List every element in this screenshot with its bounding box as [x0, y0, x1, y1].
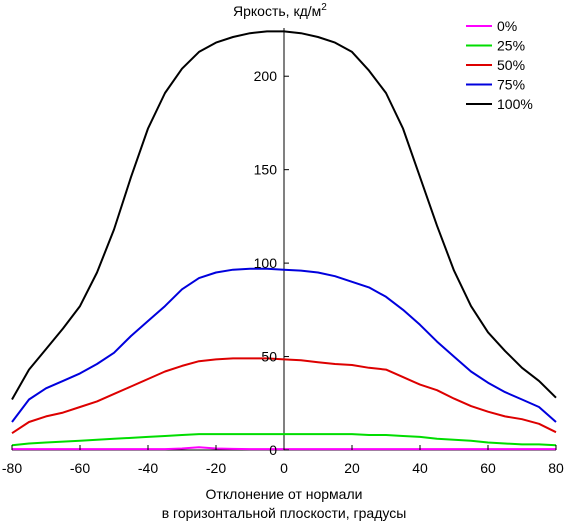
series-line-50pct: [11, 357, 557, 435]
legend-label: 25%: [497, 38, 525, 54]
x-tick-label: 80: [548, 460, 564, 476]
y-tick-label: 150: [254, 162, 278, 178]
y-tick-label: 200: [254, 68, 278, 84]
x-axis-title-line1: Отклонение от нормали: [206, 486, 363, 502]
x-tick-label: 20: [344, 460, 360, 476]
x-tick-label: 40: [412, 460, 428, 476]
y-axis-ticks: 0 50 100 150 200: [254, 68, 289, 458]
series-line-100pct: [11, 30, 557, 400]
x-axis-title-line2: в горизонтальной плоскости, градусы: [162, 505, 407, 521]
series-line-75pct: [11, 267, 557, 423]
legend-label: 100%: [497, 96, 533, 112]
x-tick-label: 60: [480, 460, 496, 476]
y-tick-label: 50: [261, 349, 277, 365]
x-axis-ticks: -80 -60 -40 -20 0 20 40 60 80: [2, 445, 564, 476]
legend: 0% 25% 50% 75% 100%: [466, 18, 533, 112]
plot-area: [11, 28, 557, 451]
series-line-25pct: [11, 433, 557, 447]
legend-label: 75%: [497, 77, 525, 93]
x-tick-label: 0: [280, 460, 288, 476]
x-tick-label: -80: [2, 460, 22, 476]
y-tick-label: 100: [254, 255, 278, 271]
x-tick-label: -40: [138, 460, 158, 476]
y-tick-label: 0: [269, 442, 277, 458]
y-axis-title: Яркость, кд/м2: [233, 2, 327, 19]
legend-label: 50%: [497, 57, 525, 73]
y-axis-title-superscript: 2: [321, 2, 327, 13]
x-tick-label: -20: [206, 460, 226, 476]
legend-label: 0%: [497, 18, 517, 34]
x-tick-label: -60: [70, 460, 90, 476]
